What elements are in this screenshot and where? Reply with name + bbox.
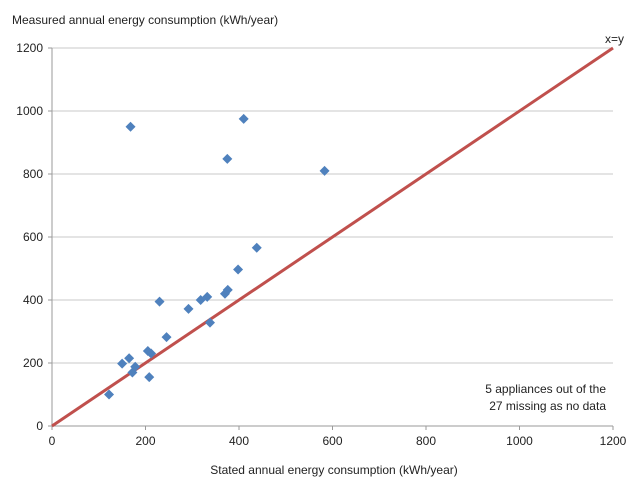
x-tick-label: 1000 [506, 434, 533, 448]
x-tick-label: 1200 [600, 434, 627, 448]
data-point [146, 348, 157, 359]
data-point [117, 358, 128, 369]
data-point [205, 317, 216, 328]
data-point [202, 291, 213, 302]
y-tick-label: 600 [23, 230, 43, 244]
x-tick-label: 200 [135, 434, 155, 448]
data-points [104, 113, 330, 400]
data-point [183, 303, 194, 314]
y-tick-label: 0 [36, 419, 43, 433]
data-point [130, 361, 141, 372]
x-tick-label: 400 [229, 434, 249, 448]
y-tick-labels: 0 200 400 600 800 1000 1200 [16, 41, 43, 433]
x-tick-label: 0 [49, 434, 56, 448]
data-point [251, 242, 262, 253]
y-tick-label: 400 [23, 293, 43, 307]
data-point [238, 113, 249, 124]
gridlines [52, 47, 613, 364]
reference-line-x-equals-y [51, 46, 614, 428]
data-point [124, 353, 135, 364]
y-tick-label: 800 [23, 167, 43, 181]
data-point [154, 296, 165, 307]
data-point [222, 284, 233, 295]
x-tick-label: 600 [322, 434, 342, 448]
x-tick-labels: 0 200 400 600 800 1000 1200 [49, 434, 627, 448]
data-point [125, 121, 136, 132]
data-point [233, 264, 244, 275]
x-axis-label: Stated annual energy consumption (kWh/ye… [210, 463, 457, 477]
y-tick-label: 1200 [16, 41, 43, 55]
y-tick-label: 200 [23, 356, 43, 370]
annotation-line-2: 27 missing as no data [489, 399, 606, 413]
data-point [144, 372, 155, 383]
data-point [161, 332, 172, 343]
data-point [104, 389, 115, 400]
annotation-line-1: 5 appliances out of the [485, 382, 606, 396]
reference-line-label: x=y [605, 32, 624, 46]
data-point [222, 153, 233, 164]
y-tick-label: 1000 [16, 104, 43, 118]
y-axis-label: Measured annual energy consumption (kWh/… [12, 13, 278, 27]
axes [48, 47, 614, 430]
data-point [319, 165, 330, 176]
x-tick-label: 800 [416, 434, 436, 448]
